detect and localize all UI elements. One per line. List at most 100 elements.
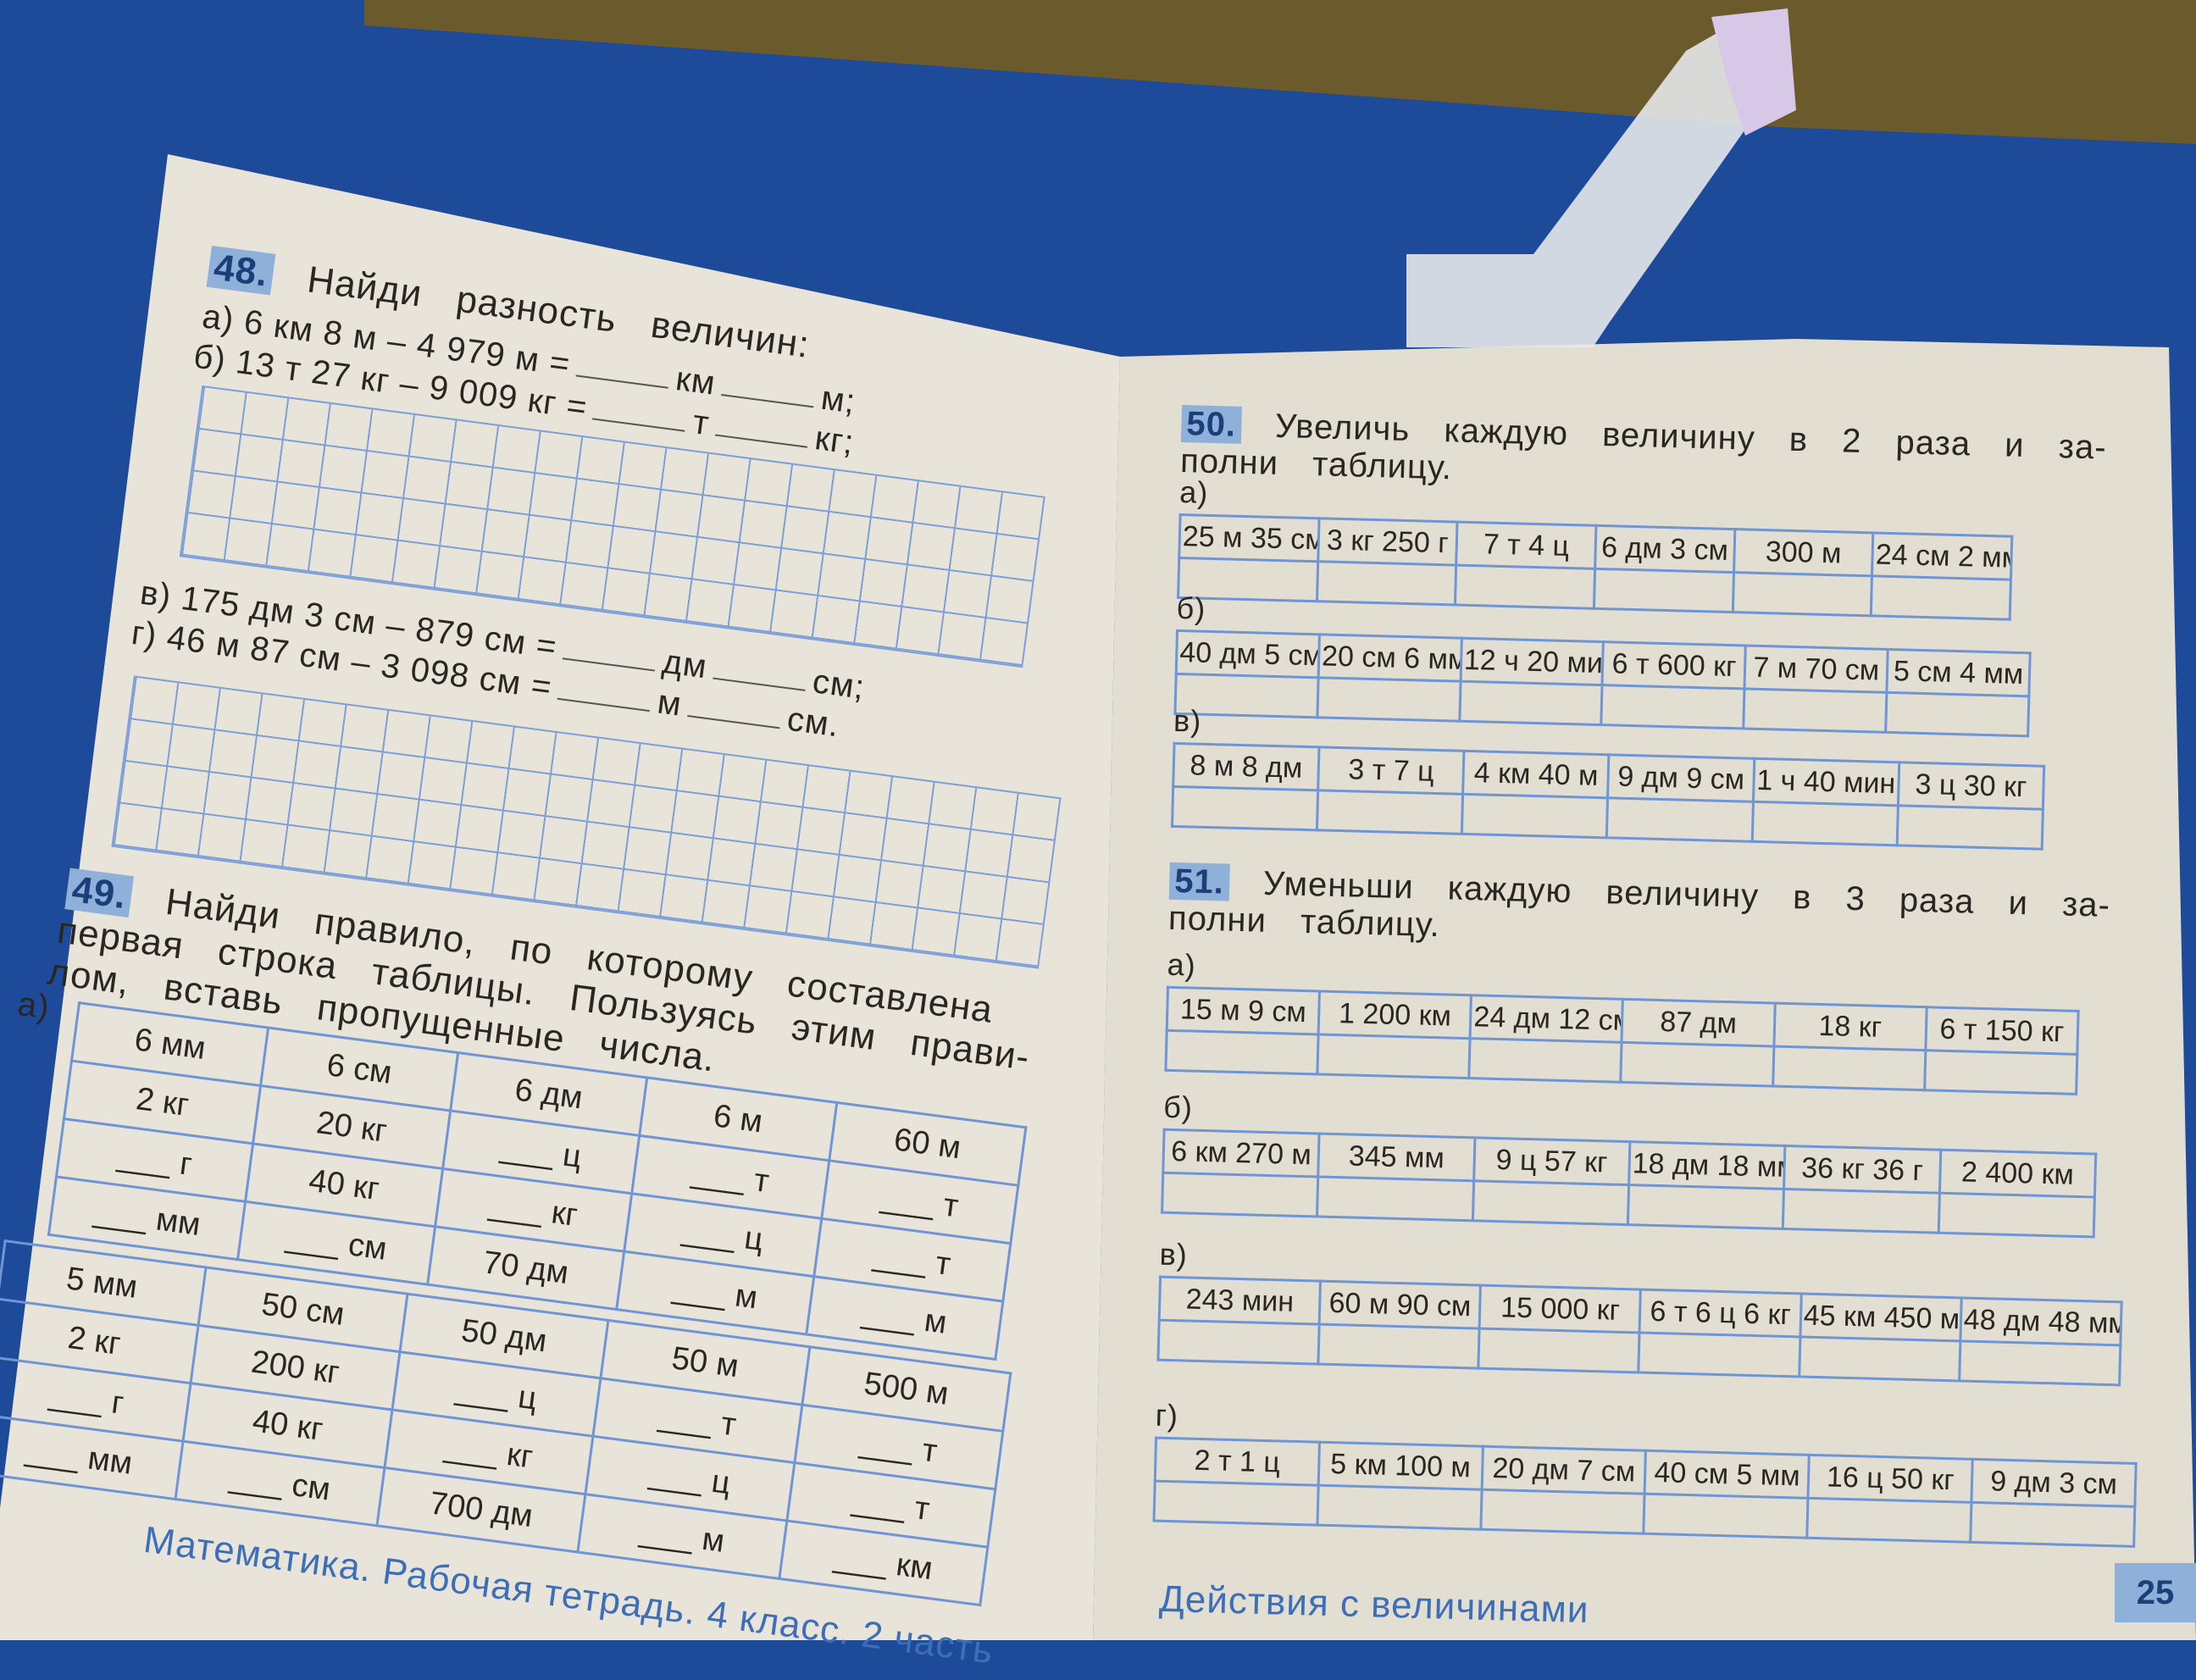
answer-cell[interactable] <box>1461 794 1608 838</box>
answer-cell[interactable] <box>1318 1324 1480 1369</box>
answer-cell[interactable] <box>1162 1173 1319 1217</box>
part-label: а) <box>15 984 53 1027</box>
answer-cell[interactable] <box>1744 689 1888 733</box>
value-cell: 2 400 км <box>1939 1150 2096 1198</box>
value-cell: 7 м 70 см <box>1744 646 1888 693</box>
answer-blank[interactable] <box>720 393 814 408</box>
answer-blank[interactable] <box>714 434 807 448</box>
value-cell: 87 дм <box>1622 999 1775 1047</box>
bookmark-ribbon <box>1406 17 1771 347</box>
part-label: а) <box>1178 474 1209 510</box>
answer-cell[interactable] <box>1628 1184 1784 1229</box>
answer-cell[interactable] <box>1732 572 1872 616</box>
value-cell: 6 т 6 ц 6 кг <box>1639 1289 1801 1337</box>
value-cell: 3 кг 250 г <box>1317 518 1458 566</box>
value-cell: 4 км 40 м <box>1462 751 1610 798</box>
answer-cell[interactable] <box>1644 1494 1809 1539</box>
answer-blank[interactable] <box>575 374 668 389</box>
answer-cell[interactable] <box>1157 1320 1320 1365</box>
value-cell: 9 ц 57 кг <box>1473 1137 1630 1185</box>
item-label: а) <box>200 297 237 339</box>
answer-cell[interactable] <box>1165 1030 1319 1074</box>
answer-cell[interactable] <box>1970 1502 2135 1547</box>
item-label: г) <box>129 613 160 655</box>
value-cell: 3 т 7 ц <box>1317 746 1465 795</box>
answer-cell[interactable] <box>1469 1038 1622 1083</box>
answer-blank[interactable] <box>557 697 650 712</box>
value-cell: 8 м 8 дм <box>1173 743 1320 790</box>
answer-cell[interactable] <box>1783 1189 1940 1234</box>
bookmark-flower-tip <box>1711 8 1796 136</box>
value-cell: 48 дм 48 мм <box>1960 1297 2122 1345</box>
part-label: а) <box>1167 946 1197 983</box>
part-label: б) <box>1176 590 1206 626</box>
answer-cell[interactable] <box>1959 1340 2121 1385</box>
answer-cell[interactable] <box>1871 575 2011 620</box>
answer-cell[interactable] <box>1885 692 2029 736</box>
answer-cell[interactable] <box>1639 1333 1800 1377</box>
answer-cell[interactable] <box>1807 1498 1972 1543</box>
part-label: в) <box>1173 702 1202 739</box>
answer-cell[interactable] <box>1938 1193 2095 1238</box>
answer-cell[interactable] <box>1594 568 1734 613</box>
part-label: в) <box>1159 1236 1189 1272</box>
answer-cell[interactable] <box>1606 797 1754 842</box>
value-cell: 36 кг 36 г <box>1783 1145 1941 1194</box>
unit: км <box>674 360 718 402</box>
answer-cell[interactable] <box>1154 1481 1319 1526</box>
unit: т <box>690 403 713 443</box>
answer-blank[interactable] <box>562 657 655 672</box>
answer-cell[interactable] <box>1455 565 1595 609</box>
answer-cell[interactable] <box>1601 685 1745 729</box>
answer-cell[interactable] <box>1478 1328 1640 1373</box>
right-page-sheet <box>1093 339 2196 1640</box>
answer-cell[interactable] <box>1896 805 2044 850</box>
answer-cell[interactable] <box>1459 681 1603 725</box>
value-cell: 6 дм 3 см <box>1594 525 1735 573</box>
answer-cell[interactable] <box>1317 790 1463 834</box>
value-cell: 40 см 5 мм <box>1644 1450 1810 1499</box>
brown-surface <box>364 0 2196 144</box>
answer-cell[interactable] <box>1317 1485 1482 1530</box>
value-cell: 243 мин <box>1159 1277 1321 1325</box>
value-cell: 18 кг <box>1773 1003 1927 1051</box>
item-label: в) <box>137 574 174 616</box>
value-cell: 6 т 600 кг <box>1602 641 1746 690</box>
unit: м; <box>818 379 858 421</box>
value-cell: 45 км 450 м <box>1800 1293 1962 1341</box>
item-label: б) <box>191 337 229 380</box>
value-cell: 7 т 4 ц <box>1456 522 1596 569</box>
value-cell: 1 200 км <box>1318 990 1472 1039</box>
answer-cell[interactable] <box>1472 1180 1629 1225</box>
value-cell: 20 см 6 мм <box>1317 634 1462 682</box>
answer-blank[interactable] <box>686 714 780 729</box>
answer-cell[interactable] <box>1751 801 1899 846</box>
exercise-number: 49. <box>64 868 135 918</box>
answer-cell[interactable] <box>1480 1489 1645 1534</box>
answer-cell[interactable] <box>1924 1050 2077 1095</box>
value-cell: 1 ч 40 мин <box>1753 758 1899 806</box>
answer-cell[interactable] <box>1799 1336 1960 1381</box>
value-cell: 24 см 2 мм <box>1872 532 2012 580</box>
answer-cell[interactable] <box>1621 1042 1774 1087</box>
answer-cell[interactable] <box>1317 1177 1474 1221</box>
value-cell: 5 см 4 мм <box>1887 649 2031 696</box>
value-cell: 6 т 150 кг <box>1925 1006 2079 1055</box>
value-cell: 9 дм 3 см <box>1971 1459 2137 1507</box>
value-cell: 300 м <box>1733 529 1874 576</box>
answer-cell[interactable] <box>1317 561 1456 606</box>
unit: кг; <box>812 419 857 462</box>
value-cell: 60 м 90 см <box>1319 1281 1481 1329</box>
value-cell: 15 000 кг <box>1479 1285 1641 1333</box>
answer-cell[interactable] <box>1317 1034 1471 1078</box>
value-cell: 15 м 9 см <box>1167 987 1320 1034</box>
value-cell: 16 ц 50 кг <box>1808 1455 1973 1503</box>
answer-blank[interactable] <box>592 418 685 432</box>
page-number: 25 <box>2115 1563 2196 1622</box>
answer-blank[interactable] <box>712 677 806 691</box>
answer-cell[interactable] <box>1172 786 1318 830</box>
part-label: г) <box>1155 1397 1179 1433</box>
answer-cell[interactable] <box>1772 1046 1926 1090</box>
exercise-51-line-2: полни таблицу. <box>1167 899 1441 945</box>
answer-cell[interactable] <box>1317 677 1461 722</box>
